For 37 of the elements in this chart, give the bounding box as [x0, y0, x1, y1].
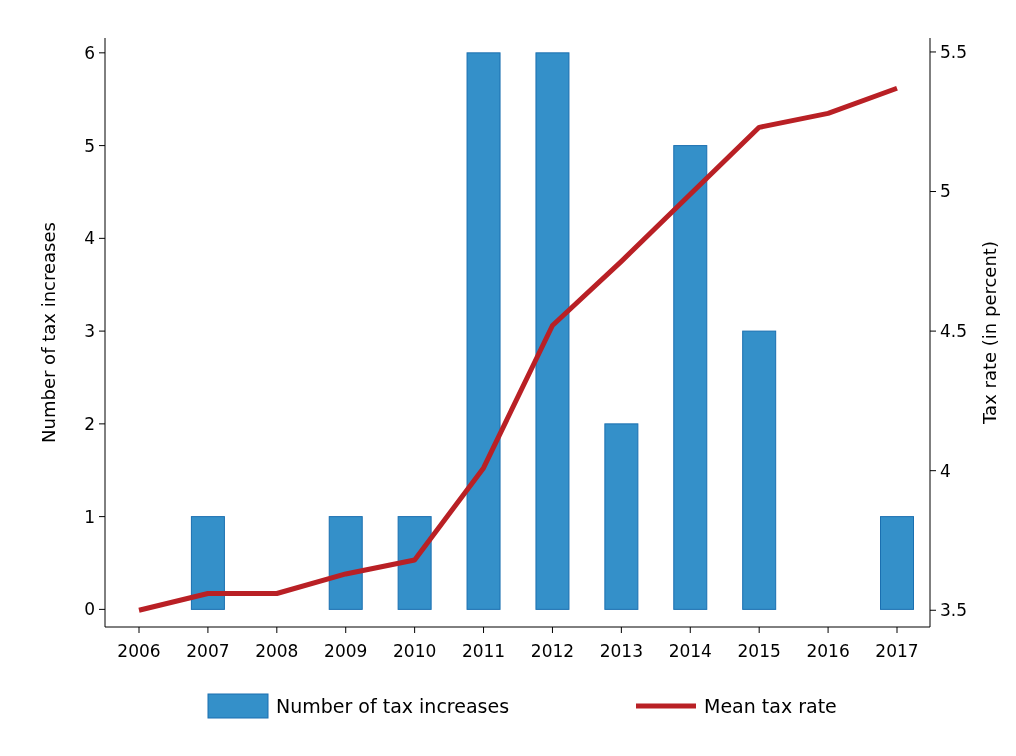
- x-tick-label: 2007: [186, 641, 230, 661]
- y-tick-label: 6: [84, 42, 95, 63]
- x-tick-label: 2008: [255, 641, 299, 661]
- x-tick-label: 2009: [324, 641, 368, 661]
- bar: [328, 516, 363, 610]
- legend-label: Mean tax rate: [704, 694, 837, 717]
- x-tick-label: 2014: [668, 641, 712, 661]
- y2-tick-label: 4: [940, 460, 951, 481]
- bar: [466, 52, 501, 610]
- y-tick-label: 1: [84, 506, 95, 527]
- y2-axis-title: Tax rate (in percent): [979, 241, 1000, 425]
- y-tick-label: 3: [84, 321, 95, 342]
- x-tick-label: 2006: [117, 641, 161, 661]
- y-tick-label: 0: [84, 599, 95, 620]
- y-tick-label: 2: [84, 413, 95, 434]
- y2-tick-label: 4.5: [940, 321, 968, 342]
- bar: [742, 330, 777, 610]
- bar: [397, 516, 432, 610]
- x-tick-label: 2010: [393, 641, 437, 661]
- y-axis-title: Number of tax increases: [38, 222, 59, 443]
- y-tick-label: 4: [84, 228, 95, 249]
- x-tick-label: 2013: [599, 641, 643, 661]
- x-tick-label: 2017: [875, 641, 919, 661]
- bar: [880, 516, 914, 610]
- y2-tick-label: 3.5: [940, 600, 968, 621]
- x-tick-label: 2012: [530, 641, 575, 661]
- bar: [190, 516, 225, 610]
- y-tick-label: 5: [84, 135, 95, 156]
- y2-tick-label: 5: [940, 181, 951, 202]
- bar: [604, 423, 639, 610]
- x-tick-label: 2015: [737, 641, 781, 661]
- bar: [535, 52, 570, 610]
- bar: [673, 145, 708, 610]
- legend-label: Number of tax increases: [276, 694, 510, 717]
- x-tick-label: 2016: [806, 641, 850, 661]
- y2-tick-label: 5.5: [940, 41, 968, 62]
- x-tick-label: 2011: [461, 641, 506, 661]
